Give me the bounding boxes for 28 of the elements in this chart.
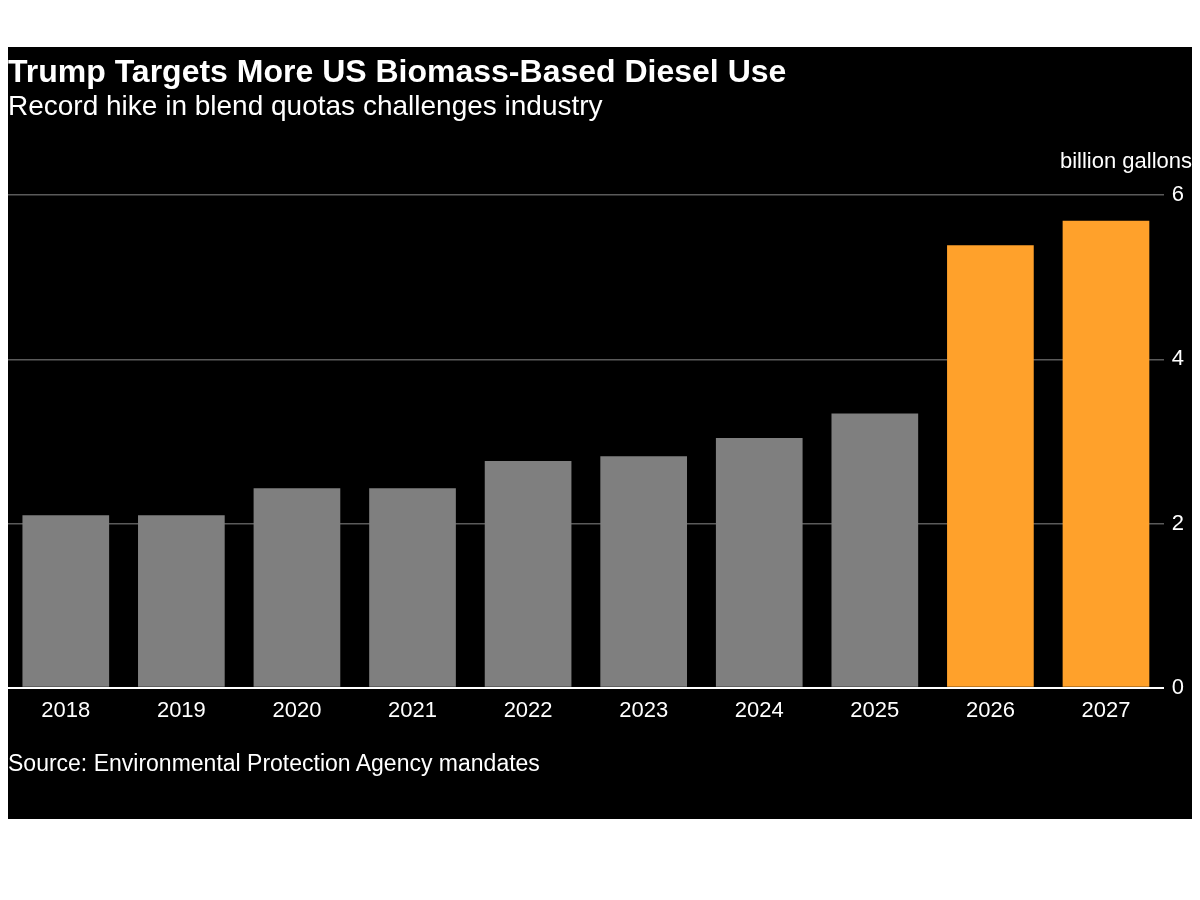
x-tick-label: 2020 — [272, 696, 322, 722]
y-tick-label: 2 — [1171, 509, 1185, 535]
x-tick-label: 2018 — [41, 696, 91, 722]
x-tick-label: 2022 — [503, 696, 553, 722]
x-tick-label: 2019 — [156, 696, 206, 722]
source-note: Source: Environmental Protection Agency mandates — [8, 750, 541, 777]
bar — [138, 515, 225, 687]
y-axis-title: billion gallons — [1058, 148, 1192, 174]
x-tick-label: 2026 — [965, 696, 1015, 722]
x-tick-label: 2027 — [1081, 696, 1131, 722]
chart-title: Trump Targets More US Biomass-Based Diesel Use — [8, 53, 788, 90]
bar — [600, 456, 688, 687]
y-tick-label: 4 — [1171, 345, 1185, 371]
bar — [484, 461, 572, 687]
y-tick-label: 6 — [1171, 181, 1185, 207]
bar — [715, 438, 803, 687]
chart-subtitle: Record hike in blend quotas challenges industry — [8, 90, 604, 122]
bar — [253, 488, 341, 687]
bar — [369, 488, 456, 687]
bar — [831, 413, 919, 687]
bar — [947, 245, 1034, 687]
x-tick-label: 2021 — [388, 696, 437, 722]
x-tick-label: 2024 — [734, 696, 784, 722]
y-tick-label: 0 — [1171, 673, 1185, 699]
bar — [22, 515, 110, 687]
bar — [1062, 220, 1150, 687]
x-tick-label: 2025 — [850, 696, 900, 722]
x-tick-label: 2023 — [619, 696, 669, 722]
